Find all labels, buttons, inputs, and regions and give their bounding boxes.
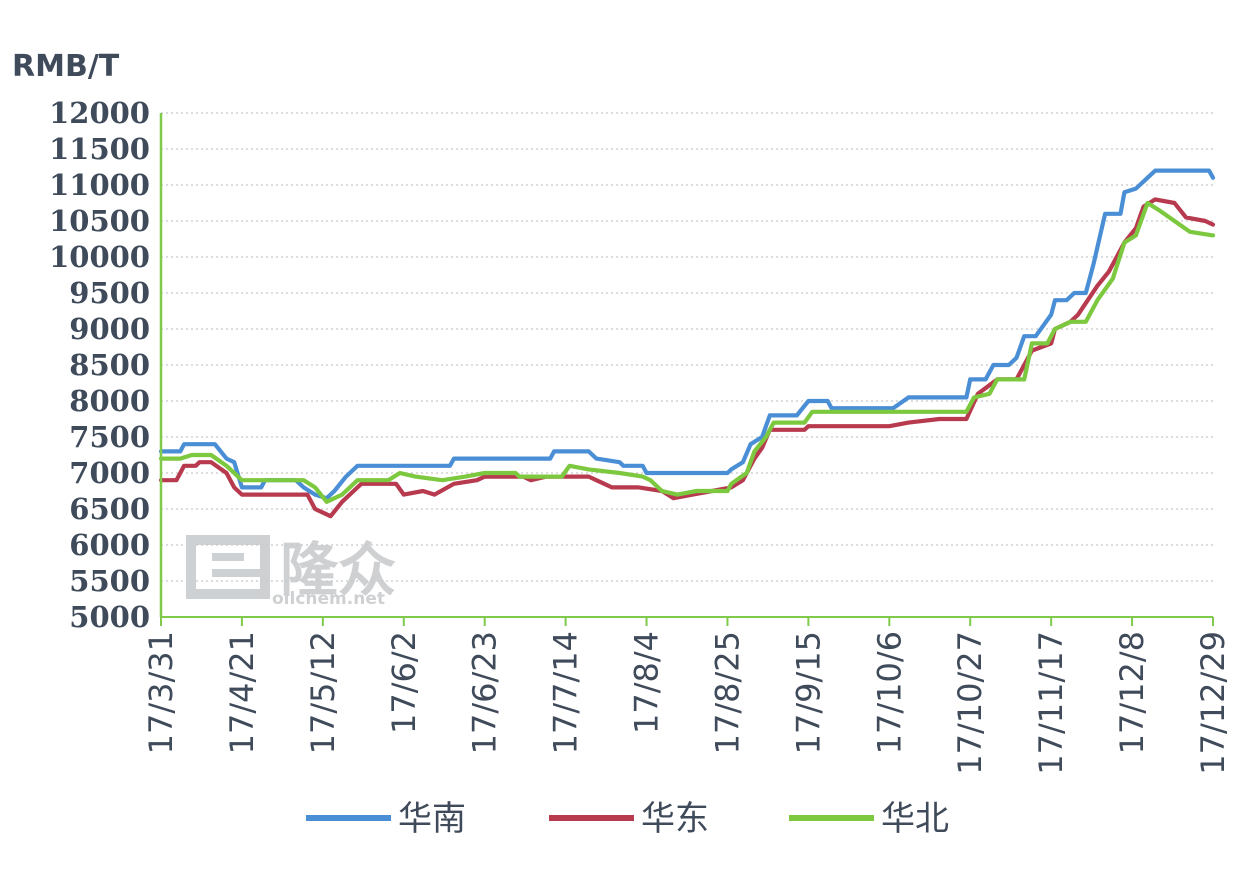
x-axis-tick-labels: 17/3/31 17/4/21 17/5/12 17/6/2 17/6/23 17/7/1… xyxy=(142,631,1232,775)
x-tick-label: 17/10/6 xyxy=(870,631,908,754)
y-tick-label: 5500 xyxy=(69,564,150,598)
x-tick-label: 17/6/23 xyxy=(466,631,504,754)
legend-label: 华南 xyxy=(398,799,466,839)
series-lines xyxy=(158,168,1216,519)
y-axis-unit-label: RMB/T xyxy=(12,49,120,84)
legend-item: 华北 xyxy=(789,799,949,839)
x-tick-label: 17/11/17 xyxy=(1032,631,1070,775)
x-tick-label: 17/9/15 xyxy=(789,631,827,754)
y-tick-label: 7500 xyxy=(69,420,150,454)
legend-item: 华南 xyxy=(306,799,466,839)
series-line-2 xyxy=(158,197,1216,519)
y-tick-label: 11500 xyxy=(49,132,150,166)
y-tick-label: 11000 xyxy=(49,168,150,202)
x-tick-label: 17/4/21 xyxy=(223,631,261,754)
y-tick-label: 6000 xyxy=(69,528,150,562)
watermark-logo-icon xyxy=(186,535,270,599)
y-tick-label: 9500 xyxy=(69,276,150,310)
x-tick-label: 17/6/2 xyxy=(385,631,423,734)
y-tick-label: 6500 xyxy=(69,492,150,526)
y-tick-label: 8500 xyxy=(69,348,150,382)
x-tick-label: 17/12/29 xyxy=(1194,631,1232,775)
y-tick-label: 7000 xyxy=(69,456,150,490)
legend-label: 华东 xyxy=(641,799,709,839)
y-tick-label: 10000 xyxy=(49,240,150,274)
x-tick-label: 17/3/31 xyxy=(142,631,180,754)
x-axis-tick-marks xyxy=(160,617,1214,626)
legend-item: 华东 xyxy=(549,799,709,839)
y-tick-label: 10500 xyxy=(49,204,150,238)
y-tick-label: 12000 xyxy=(49,96,150,130)
y-tick-label: 8000 xyxy=(69,384,150,418)
series-line-3 xyxy=(158,200,1216,504)
x-tick-label: 17/8/4 xyxy=(628,631,666,734)
watermark: 隆众 oilchem.net xyxy=(186,535,396,609)
x-tick-label: 17/12/8 xyxy=(1113,631,1151,754)
x-tick-label: 17/8/25 xyxy=(708,631,746,754)
x-tick-label: 17/5/12 xyxy=(304,631,342,754)
x-tick-label: 17/7/14 xyxy=(547,631,585,754)
y-tick-label: 9000 xyxy=(69,312,150,346)
y-tick-label: 5000 xyxy=(69,600,150,634)
y-axis-tick-labels: 1200011500110001050010000950090008500800… xyxy=(49,96,150,634)
watermark-site: oilchem.net xyxy=(272,589,385,609)
x-tick-label: 17/10/27 xyxy=(951,631,989,775)
legend: 华南 华东 华北 xyxy=(306,799,949,839)
watermark-brand: 隆众 xyxy=(280,536,396,604)
legend-label: 华北 xyxy=(881,799,949,839)
